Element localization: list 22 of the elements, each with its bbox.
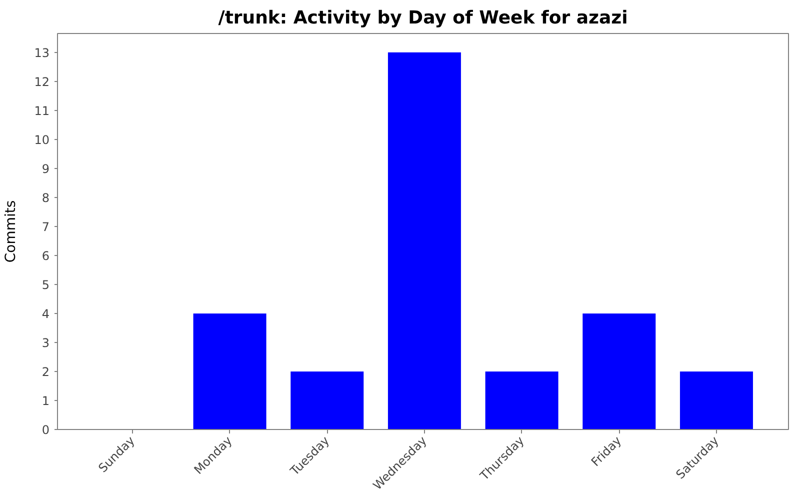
y-tick-label: 12 (34, 74, 50, 89)
bar (290, 371, 364, 430)
y-tick-label: 7 (42, 220, 50, 234)
y-tick-label: 11 (34, 104, 50, 118)
y-tick-label: 8 (42, 190, 50, 205)
bar (680, 371, 753, 430)
y-tick-label: 1 (42, 394, 50, 408)
y-tick-label: 5 (42, 278, 50, 292)
y-tick-label: 10 (34, 132, 50, 147)
y-tick-label: 0 (42, 423, 50, 437)
bar (485, 371, 558, 430)
bar (388, 52, 461, 430)
bar (193, 313, 266, 430)
y-tick-label: 6 (42, 248, 50, 263)
y-tick-label: 13 (34, 46, 50, 60)
y-tick-label: 2 (42, 364, 50, 379)
y-tick-label: 3 (42, 336, 50, 350)
chart-title: /trunk: Activity by Day of Week for azazi (218, 8, 628, 28)
y-axis-title: Commits (3, 200, 20, 263)
bar (582, 313, 656, 430)
y-tick-label: 4 (42, 306, 50, 321)
y-tick-label: 9 (42, 162, 50, 176)
